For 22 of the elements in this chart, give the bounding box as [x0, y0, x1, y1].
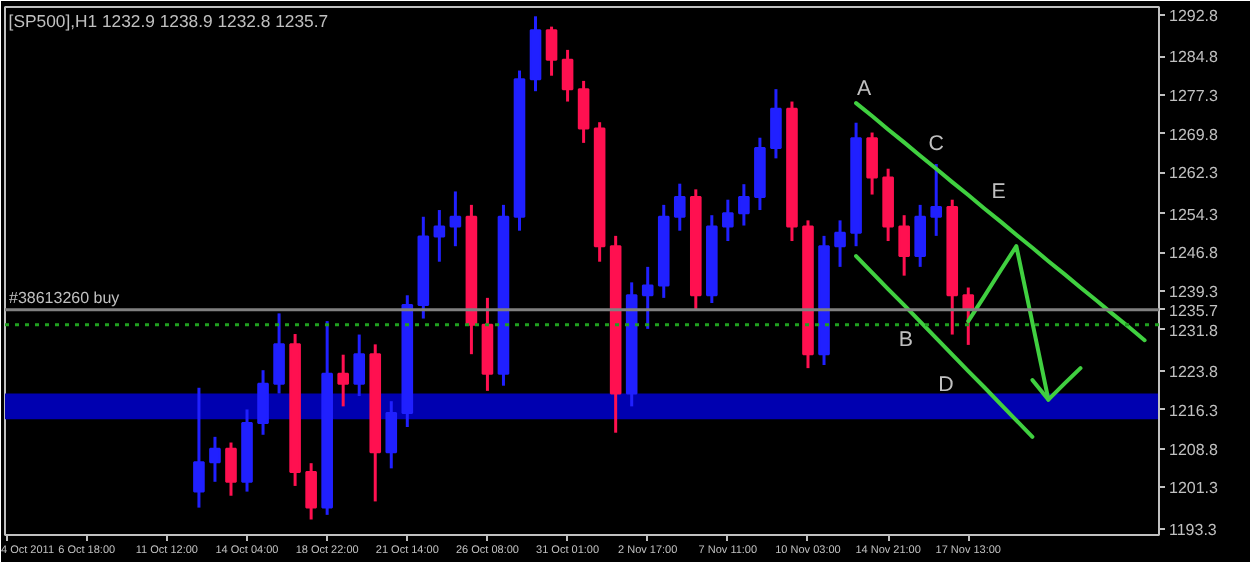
y-tick-label: 1231.8 — [1169, 321, 1220, 340]
y-tick-label: 1208.8 — [1169, 440, 1220, 459]
annotation: E — [991, 179, 1006, 204]
ref-line-label: 1235.7 — [1169, 301, 1220, 320]
y-tick-label: 1269.8 — [1169, 125, 1220, 144]
y-tick-label: 1201.3 — [1169, 479, 1220, 498]
y-tick-label: 1223.8 — [1169, 363, 1220, 382]
y-tick-label: 1277.3 — [1169, 86, 1220, 105]
ref-line-label: #38613260 buy — [9, 288, 120, 307]
annotation: A — [856, 76, 873, 101]
annotation: B — [898, 327, 913, 352]
annotation: C — [928, 132, 945, 157]
chart-title: [SP500],H1 1232.9 1238.9 1232.8 1235.7 — [8, 11, 329, 31]
y-tick-label: 1292.8 — [1169, 6, 1220, 25]
y-tick-label: 1246.8 — [1169, 244, 1220, 263]
y-tick-label: 1254.3 — [1169, 205, 1220, 224]
y-tick-label: 1239.3 — [1169, 283, 1220, 302]
annotation: D — [938, 372, 955, 397]
y-tick-label: 1284.8 — [1169, 48, 1220, 67]
y-tick-label: 1216.3 — [1169, 401, 1220, 420]
y-tick-label: 1193.3 — [1169, 520, 1218, 539]
y-tick-label: 1262.3 — [1169, 164, 1220, 183]
